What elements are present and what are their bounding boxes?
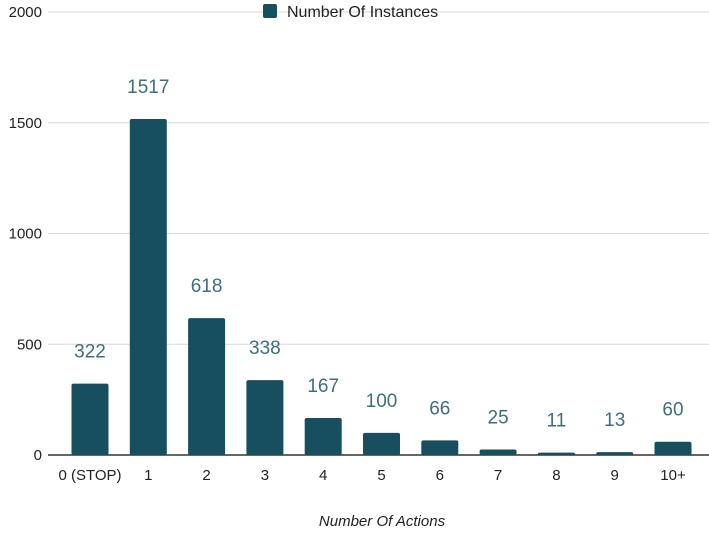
bar bbox=[304, 418, 342, 455]
data-label: 322 bbox=[74, 342, 106, 363]
x-tick-label: 10+ bbox=[660, 467, 686, 484]
y-tick-label: 2000 bbox=[9, 4, 42, 21]
y-tick-label: 500 bbox=[17, 336, 42, 353]
x-tick-label: 0 (STOP) bbox=[58, 467, 121, 484]
data-label: 618 bbox=[191, 276, 223, 297]
data-label: 60 bbox=[662, 400, 683, 421]
bar bbox=[654, 441, 692, 455]
bars bbox=[71, 118, 692, 455]
bar bbox=[363, 432, 400, 455]
x-tick-label: 8 bbox=[552, 467, 560, 484]
x-tick-label: 2 bbox=[202, 467, 210, 484]
data-label: 1517 bbox=[127, 77, 169, 98]
x-tick-label: 3 bbox=[261, 467, 269, 484]
legend-label: Number Of Instances bbox=[287, 4, 438, 21]
bar bbox=[71, 383, 109, 455]
bar bbox=[479, 449, 517, 455]
legend: Number Of Instances bbox=[263, 4, 438, 21]
bar bbox=[188, 318, 226, 455]
y-tick-label: 1000 bbox=[9, 226, 42, 243]
bar bbox=[129, 118, 167, 455]
x-tick-label: 1 bbox=[144, 467, 152, 484]
bar bbox=[421, 440, 459, 455]
x-axis-ticks: 0 (STOP) 1 2 3 4 5 6 7 8 9 10+ bbox=[58, 467, 685, 484]
legend-swatch bbox=[263, 4, 277, 18]
data-label: 66 bbox=[429, 398, 450, 419]
data-label: 338 bbox=[249, 338, 281, 359]
x-tick-label: 5 bbox=[377, 467, 385, 484]
bar bbox=[537, 452, 575, 455]
bar bbox=[246, 380, 284, 455]
y-axis-ticks: 0 500 1000 1500 2000 bbox=[9, 4, 42, 464]
x-axis-title: Number Of Actions bbox=[319, 513, 446, 530]
data-labels: 322 1517 618 338 167 100 66 25 11 13 60 bbox=[74, 77, 683, 432]
x-tick-label: 4 bbox=[319, 467, 327, 484]
data-label: 13 bbox=[604, 410, 625, 431]
data-label: 167 bbox=[307, 376, 339, 397]
data-label: 25 bbox=[488, 407, 509, 428]
data-label: 11 bbox=[547, 411, 567, 432]
x-tick-label: 9 bbox=[611, 467, 619, 484]
y-tick-label: 0 bbox=[34, 447, 42, 464]
x-tick-label: 7 bbox=[494, 467, 502, 484]
bar bbox=[596, 452, 634, 455]
data-label: 100 bbox=[366, 391, 398, 412]
y-tick-label: 1500 bbox=[9, 115, 42, 132]
x-tick-label: 6 bbox=[436, 467, 444, 484]
